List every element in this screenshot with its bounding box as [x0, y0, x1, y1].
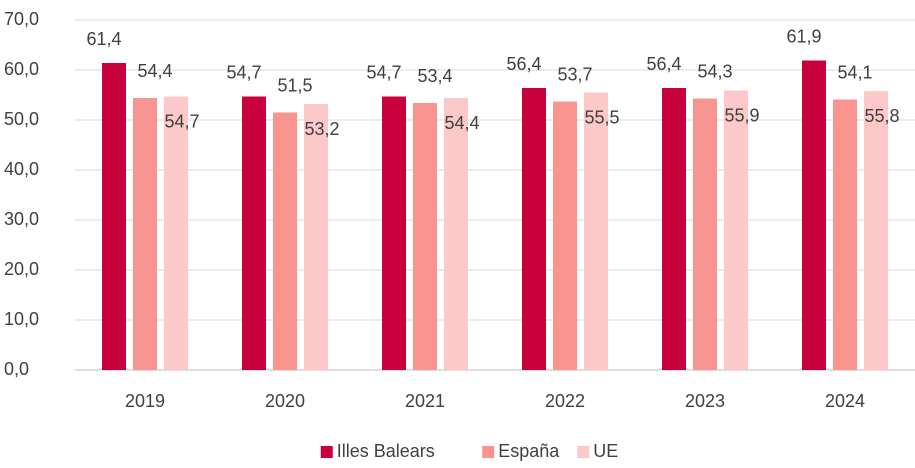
bar: [833, 99, 857, 370]
legend-swatch: [577, 446, 590, 458]
x-tick-label: 2019: [125, 391, 165, 411]
bar: [102, 63, 126, 370]
data-label: 51,5: [277, 75, 312, 95]
bar: [662, 88, 686, 370]
data-label: 54,7: [164, 111, 199, 131]
bar: [553, 101, 577, 370]
bar: [724, 90, 748, 370]
bar: [304, 104, 328, 370]
y-tick-label: 60,0: [4, 59, 39, 79]
x-tick-label: 2020: [265, 391, 305, 411]
bar: [242, 96, 266, 370]
data-label: 56,4: [646, 54, 681, 74]
bar: [273, 112, 297, 370]
data-label: 54,4: [444, 113, 479, 133]
data-label: 55,9: [724, 105, 759, 125]
x-tick-label: 2021: [405, 391, 445, 411]
bar: [382, 96, 406, 370]
bar: [802, 60, 826, 370]
y-tick-label: 50,0: [4, 109, 39, 129]
bar: [133, 98, 157, 370]
y-tick-label: 40,0: [4, 159, 39, 179]
bar: [864, 91, 888, 370]
data-label: 56,4: [506, 54, 541, 74]
y-tick-label: 0,0: [4, 359, 29, 379]
legend-label: UE: [593, 441, 618, 461]
bar: [522, 88, 546, 370]
data-label: 61,9: [786, 26, 821, 46]
data-label: 53,7: [557, 64, 592, 84]
data-label: 53,2: [304, 119, 339, 139]
legend-label: España: [498, 441, 560, 461]
bar: [413, 103, 437, 370]
bar: [164, 96, 188, 370]
legend-swatch: [320, 446, 333, 458]
y-tick-label: 30,0: [4, 209, 39, 229]
data-label: 61,4: [86, 29, 121, 49]
x-tick-label: 2022: [545, 391, 585, 411]
y-tick-label: 10,0: [4, 309, 39, 329]
data-label: 54,7: [366, 62, 401, 82]
x-tick-label: 2023: [685, 391, 725, 411]
data-label: 54,4: [137, 61, 172, 81]
data-label: 54,7: [226, 62, 261, 82]
data-label: 53,4: [417, 66, 452, 86]
bar: [693, 98, 717, 370]
y-tick-label: 20,0: [4, 259, 39, 279]
data-label: 55,5: [584, 107, 619, 127]
data-label: 55,8: [864, 106, 899, 126]
bar: [584, 92, 608, 370]
legend-label: Illes Balears: [337, 441, 435, 461]
data-label: 54,3: [697, 61, 732, 81]
legend-swatch: [482, 446, 495, 458]
y-tick-label: 70,0: [4, 9, 39, 29]
bar: [444, 98, 468, 370]
data-label: 54,1: [837, 62, 872, 82]
x-tick-label: 2024: [825, 391, 865, 411]
